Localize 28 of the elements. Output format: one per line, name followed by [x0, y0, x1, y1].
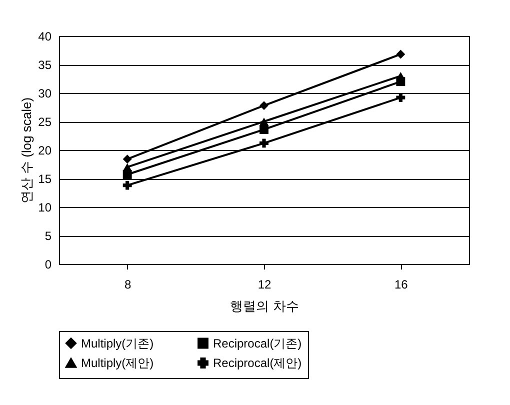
legend-label: Reciprocal(제안): [213, 356, 302, 370]
point: [396, 72, 406, 80]
y-tick-label: 15: [38, 172, 52, 186]
point: [122, 154, 132, 164]
point: [396, 50, 406, 59]
x-axis-title: 행렬의 차수: [230, 298, 299, 314]
point: [396, 93, 406, 102]
x-tick-label: 8: [124, 278, 132, 292]
y-tick-label: 40: [38, 30, 52, 44]
y-tick-label: 25: [38, 115, 52, 129]
point: [122, 180, 132, 190]
y-tick-label: 35: [38, 58, 52, 72]
point: [260, 101, 268, 110]
y-tick-label: 10: [38, 200, 52, 214]
legend-label: Multiply(제안): [81, 356, 154, 370]
y-tick-label: 20: [38, 144, 52, 158]
point: [260, 138, 268, 148]
point: [260, 125, 268, 134]
x-tick-label: 16: [394, 278, 408, 292]
x-tick-label: 12: [258, 278, 272, 292]
point: [260, 118, 268, 126]
y-tick-label: 30: [38, 86, 52, 100]
y-tick-label: 0: [44, 258, 52, 272]
point: [122, 163, 132, 171]
y-tick-label: 5: [44, 229, 52, 243]
y-axis-title: 연산 수 (log scale): [19, 97, 34, 204]
legend-label: Multiply(기존): [81, 336, 154, 350]
legend-label: Reciprocal(기존): [213, 336, 302, 350]
